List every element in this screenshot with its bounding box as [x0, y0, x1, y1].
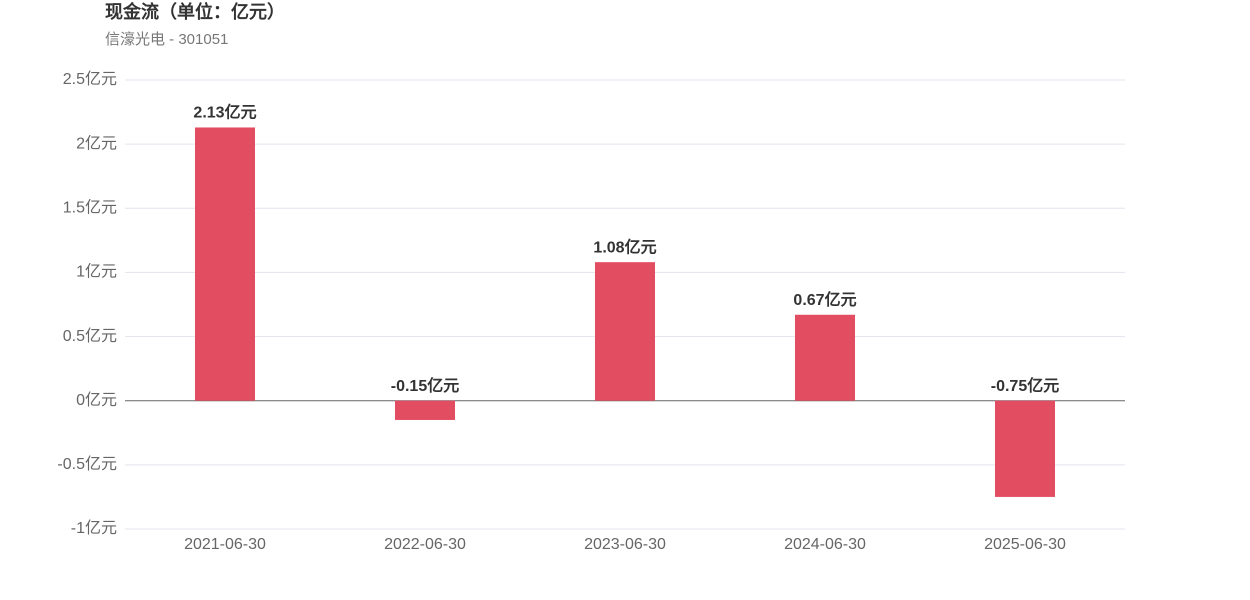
bar: [795, 314, 855, 401]
y-tick-label: 1.5亿元: [63, 199, 117, 217]
bar: [995, 400, 1055, 497]
y-tick-label: -0.5亿元: [57, 455, 117, 473]
x-tick-label: 2022-06-30: [384, 536, 466, 553]
x-tick-label: 2023-06-30: [584, 536, 666, 553]
x-tick-label: 2021-06-30: [184, 536, 266, 553]
value-label: -0.75亿元: [991, 376, 1059, 395]
bar: [595, 262, 655, 401]
value-label: 0.67亿元: [793, 290, 856, 309]
bar: [395, 400, 455, 420]
y-tick-label: 0.5亿元: [63, 327, 117, 345]
y-tick-label: 2.5亿元: [63, 70, 117, 88]
x-tick-label: 2024-06-30: [784, 536, 866, 553]
value-label: -0.15亿元: [391, 376, 459, 395]
value-label: 1.08亿元: [593, 237, 656, 256]
value-label: 2.13亿元: [193, 103, 256, 122]
bar: [195, 127, 255, 401]
y-tick-label: 0亿元: [76, 391, 117, 409]
chart-subtitle: 信濠光电 - 301051: [105, 30, 228, 48]
x-tick-label: 2025-06-30: [984, 536, 1066, 553]
chart-title: 现金流（单位：亿元）: [105, 1, 285, 22]
y-tick-label: 1亿元: [76, 263, 117, 281]
y-tick-label: 2亿元: [76, 134, 117, 152]
y-tick-label: -1亿元: [71, 519, 117, 537]
